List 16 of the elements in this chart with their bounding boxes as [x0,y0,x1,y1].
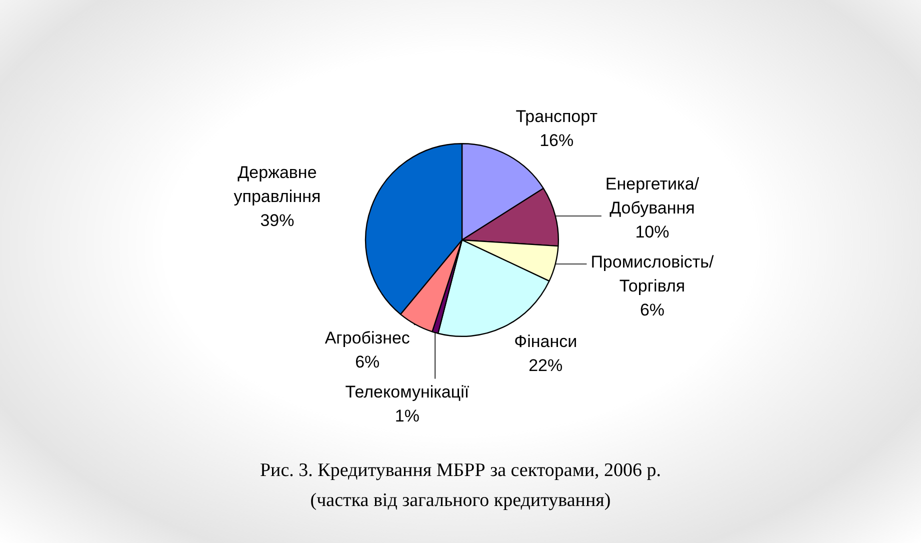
slice-label: Агробізнес [324,328,410,348]
slice-label: Фінанси [514,332,578,352]
text: (частка від загального кредитування) [309,490,612,512]
data-label: 22% [528,356,563,376]
data-label: 16% [540,130,574,150]
data-label: 39% [260,210,294,230]
data-label: 1% [394,406,420,426]
data-label: 6% [355,352,380,372]
slice-label: Транспорт [516,106,598,126]
slice-label: Промисловість/Торгівля [590,252,714,296]
slice-label: Державне управління [234,162,321,206]
data-label: 6% [640,300,665,320]
data-label: 10% [635,222,670,242]
slice-label: Енергетика/Добування [605,174,700,218]
slice-label: Телекомунікації [345,382,470,402]
text: Рис. 3. Кредитування МБРР за секторами, 2006 р. [258,460,662,482]
